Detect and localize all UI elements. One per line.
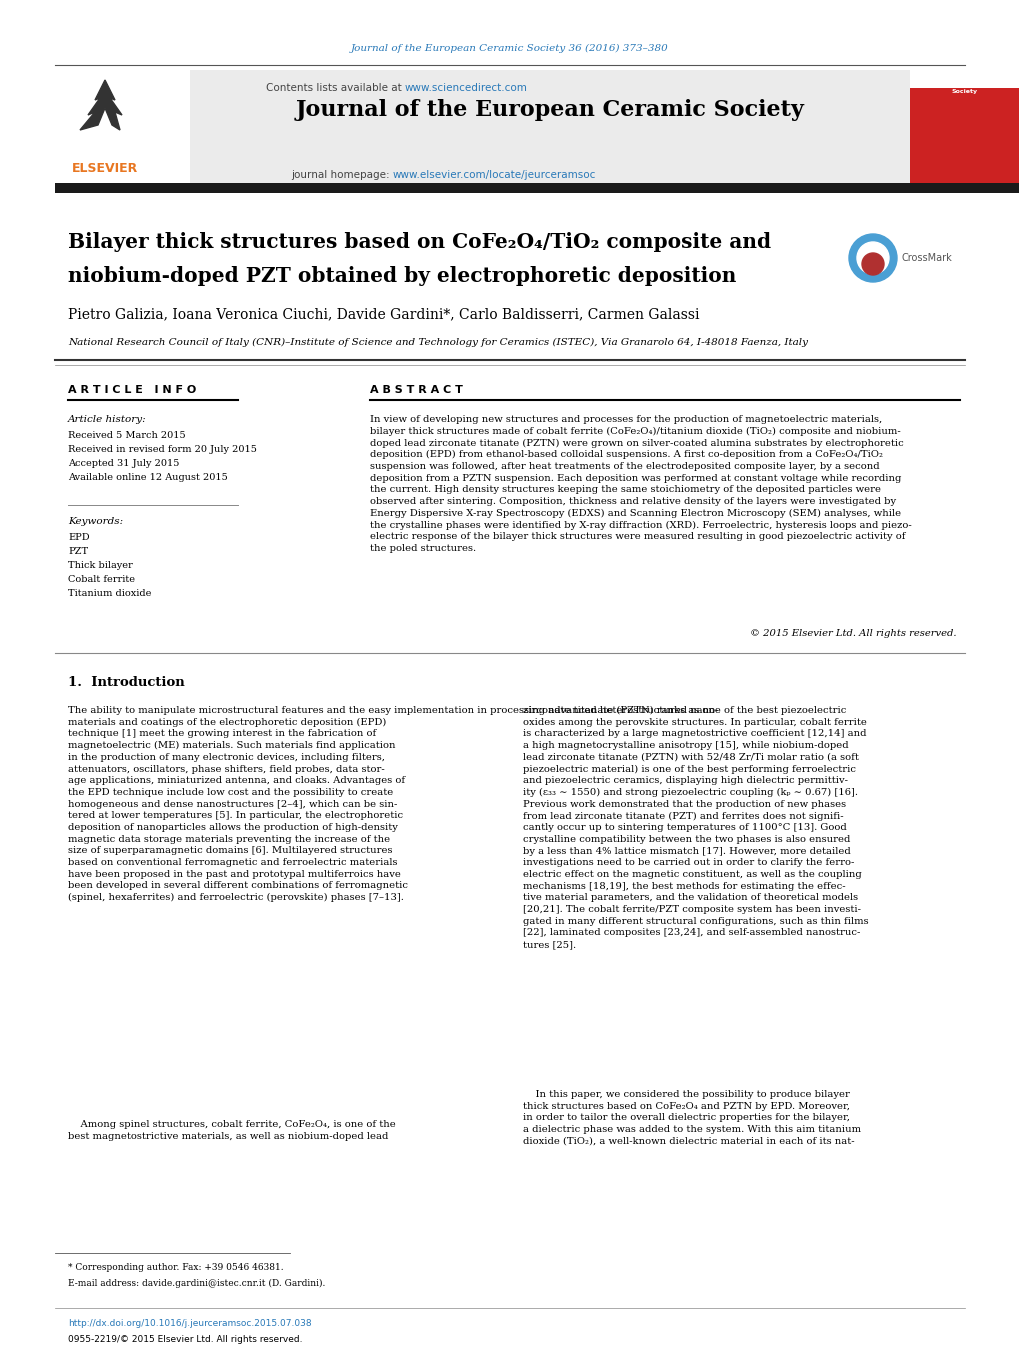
Text: journal homepage:: journal homepage: [290, 170, 392, 180]
Text: niobium-doped PZT obtained by electrophoretic deposition: niobium-doped PZT obtained by electropho… [68, 266, 736, 286]
Text: 0955-2219/© 2015 Elsevier Ltd. All rights reserved.: 0955-2219/© 2015 Elsevier Ltd. All right… [68, 1336, 303, 1344]
Text: zirconate titanate (PZTN) ranks as one of the best piezoelectric
oxides among th: zirconate titanate (PZTN) ranks as one o… [523, 707, 868, 948]
Text: www.elsevier.com/locate/jeurceramsoc: www.elsevier.com/locate/jeurceramsoc [392, 170, 596, 180]
Text: A B S T R A C T: A B S T R A C T [370, 385, 463, 394]
Text: Contents lists available at: Contents lists available at [266, 82, 405, 93]
Text: Available online 12 August 2015: Available online 12 August 2015 [68, 473, 227, 482]
Text: ELSEVIER: ELSEVIER [71, 162, 138, 174]
Text: A R T I C L E   I N F O: A R T I C L E I N F O [68, 385, 196, 394]
FancyBboxPatch shape [190, 70, 909, 190]
Text: Keywords:: Keywords: [68, 516, 123, 526]
Text: Journal of the European Ceramic Society: Journal of the European Ceramic Society [296, 99, 804, 122]
FancyBboxPatch shape [909, 70, 1019, 88]
Text: http://dx.doi.org/10.1016/j.jeurceramsoc.2015.07.038: http://dx.doi.org/10.1016/j.jeurceramsoc… [68, 1319, 312, 1328]
Text: © 2015 Elsevier Ltd. All rights reserved.: © 2015 Elsevier Ltd. All rights reserved… [750, 630, 956, 639]
Text: The ability to manipulate microstructural features and the easy implementation i: The ability to manipulate microstructura… [68, 707, 717, 902]
Text: EPD: EPD [68, 532, 90, 542]
Circle shape [848, 234, 896, 282]
Text: Journal of the
European Ceramic
Society: Journal of the European Ceramic Society [932, 76, 996, 95]
Text: National Research Council of Italy (CNR)–Institute of Science and Technology for: National Research Council of Italy (CNR)… [68, 338, 807, 347]
Circle shape [861, 253, 883, 276]
Text: Cobalt ferrite: Cobalt ferrite [68, 574, 135, 584]
Text: E-mail address: davide.gardini@istec.cnr.it (D. Gardini).: E-mail address: davide.gardini@istec.cnr… [68, 1278, 325, 1288]
Text: Bilayer thick structures based on CoFe₂O₄/TiO₂ composite and: Bilayer thick structures based on CoFe₂O… [68, 232, 770, 253]
Text: Titanium dioxide: Titanium dioxide [68, 589, 151, 597]
FancyBboxPatch shape [55, 70, 190, 190]
FancyBboxPatch shape [909, 70, 1019, 190]
Text: Accepted 31 July 2015: Accepted 31 July 2015 [68, 459, 179, 469]
Text: In view of developing new structures and processes for the production of magneto: In view of developing new structures and… [370, 415, 911, 553]
FancyBboxPatch shape [55, 182, 1019, 193]
Text: Pietro Galizia, Ioana Veronica Ciuchi, Davide Gardini*, Carlo Baldisserri, Carme: Pietro Galizia, Ioana Veronica Ciuchi, D… [68, 307, 699, 322]
Text: Thick bilayer: Thick bilayer [68, 561, 132, 570]
Text: * Corresponding author. Fax: +39 0546 46381.: * Corresponding author. Fax: +39 0546 46… [68, 1263, 283, 1273]
Text: 1.  Introduction: 1. Introduction [68, 676, 184, 689]
Text: www.sciencedirect.com: www.sciencedirect.com [405, 82, 528, 93]
Polygon shape [79, 80, 122, 130]
Text: Received 5 March 2015: Received 5 March 2015 [68, 431, 185, 440]
Text: Received in revised form 20 July 2015: Received in revised form 20 July 2015 [68, 446, 257, 454]
Text: In this paper, we considered the possibility to produce bilayer
thick structures: In this paper, we considered the possibi… [523, 1090, 860, 1146]
Text: Among spinel structures, cobalt ferrite, CoFe₂O₄, is one of the
best magnetostri: Among spinel structures, cobalt ferrite,… [68, 1120, 395, 1140]
Text: CrossMark: CrossMark [901, 253, 952, 263]
Text: Article history:: Article history: [68, 416, 147, 424]
Circle shape [856, 242, 889, 274]
Text: Journal of the European Ceramic Society 36 (2016) 373–380: Journal of the European Ceramic Society … [351, 43, 668, 53]
Text: PZT: PZT [68, 547, 88, 555]
